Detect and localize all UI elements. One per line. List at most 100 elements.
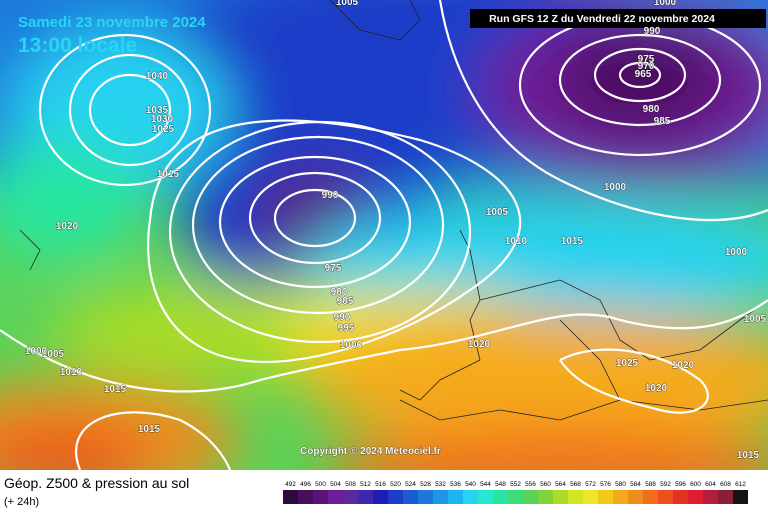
scale-label: 552 xyxy=(510,481,521,488)
scale-swatch xyxy=(418,490,433,504)
coastlines xyxy=(19,0,768,421)
scale-swatch xyxy=(733,490,748,504)
scale-label: 512 xyxy=(360,481,371,488)
copyright: Copyright © 2024 Meteociel.fr xyxy=(300,446,441,457)
scale-label: 516 xyxy=(375,481,386,488)
scale-swatch xyxy=(523,490,538,504)
isobar-label: 970 xyxy=(638,61,655,72)
isobar-label: 1035 xyxy=(146,105,169,116)
scale-label: 520 xyxy=(390,481,401,488)
scale-label: 532 xyxy=(435,481,446,488)
scale-label: 572 xyxy=(585,481,596,488)
scale-label: 528 xyxy=(420,481,431,488)
scale-label: 560 xyxy=(540,481,551,488)
isobar-label: 1005 xyxy=(42,349,65,360)
scale-swatch xyxy=(463,490,478,504)
isobar-label: 1000 xyxy=(725,247,748,258)
scale-swatch xyxy=(478,490,493,504)
isobar-label: 1020 xyxy=(672,360,695,371)
run-box xyxy=(470,9,766,28)
isobar-label: 1020 xyxy=(56,221,79,232)
scale-label: 612 xyxy=(735,481,746,488)
scale-label: 608 xyxy=(720,481,731,488)
scale-label: 556 xyxy=(525,481,536,488)
footer-title: Géop. Z500 & pression au sol xyxy=(4,475,189,491)
scale-swatch xyxy=(433,490,448,504)
isobar-label: 1025 xyxy=(152,124,175,135)
scale-swatch xyxy=(298,490,313,504)
scale-swatch xyxy=(313,490,328,504)
scale-label: 508 xyxy=(345,481,356,488)
isobar-label: 1015 xyxy=(157,169,180,180)
footer-lead: (+ 24h) xyxy=(4,496,39,508)
scale-swatch xyxy=(568,490,583,504)
isobar-label: 1015 xyxy=(737,450,760,461)
scale-swatch xyxy=(628,490,643,504)
scale-label: 588 xyxy=(645,481,656,488)
isobar-label: 975 xyxy=(638,54,655,65)
scale-label: 592 xyxy=(660,481,671,488)
scale-swatch xyxy=(358,490,373,504)
scale-label: 500 xyxy=(315,481,326,488)
isobar-label: 1000 xyxy=(25,346,48,357)
scale-swatch xyxy=(583,490,598,504)
isobar-label: 1025 xyxy=(616,358,639,369)
scale-swatch xyxy=(673,490,688,504)
isobar-label: 1020 xyxy=(468,339,491,350)
isobar-label: 1000 xyxy=(604,182,627,193)
scale-label: 580 xyxy=(615,481,626,488)
scale-swatch xyxy=(598,490,613,504)
isobar-label: 990 xyxy=(322,190,339,201)
scale-swatch xyxy=(388,490,403,504)
local-time: 13:00 locale xyxy=(18,34,137,57)
isobar-label: 985 xyxy=(654,116,671,127)
scale-label: 568 xyxy=(570,481,581,488)
scale-swatch xyxy=(688,490,703,504)
isobar-label: 1010 xyxy=(60,367,83,378)
scale-label: 596 xyxy=(675,481,686,488)
scale-label: 584 xyxy=(630,481,641,488)
scale-swatch xyxy=(658,490,673,504)
isobar-label: 1005 xyxy=(486,207,509,218)
scale-swatch xyxy=(613,490,628,504)
isobar-label: 1000 xyxy=(654,0,677,8)
isobar-label: 990 xyxy=(644,26,661,37)
scale-swatch xyxy=(343,490,358,504)
isobar-label: 1000 xyxy=(340,340,363,351)
isobar-label: 965 xyxy=(635,69,652,80)
isobar-label: 1030 xyxy=(151,114,174,125)
scale-label: 540 xyxy=(465,481,476,488)
scale-swatch xyxy=(403,490,418,504)
scale-label: 492 xyxy=(285,481,296,488)
isobars xyxy=(0,0,768,470)
isobar-label: 985 xyxy=(337,296,354,307)
scale-swatch xyxy=(328,490,343,504)
scale-swatch xyxy=(448,490,463,504)
scale-label: 564 xyxy=(555,481,566,488)
isobar-label: 995 xyxy=(338,323,355,334)
scale-swatch xyxy=(703,490,718,504)
isobar-label: 1040 xyxy=(146,71,169,82)
scale-label: 548 xyxy=(495,481,506,488)
scale-label: 496 xyxy=(300,481,311,488)
scale-label: 544 xyxy=(480,481,491,488)
scale-swatch xyxy=(373,490,388,504)
scale-swatch xyxy=(553,490,568,504)
scale-label: 524 xyxy=(405,481,416,488)
scale-swatch xyxy=(283,490,298,504)
isobar-label: 1015 xyxy=(104,384,127,395)
scale-swatch xyxy=(538,490,553,504)
date: Samedi 23 novembre 2024 xyxy=(18,14,206,31)
scale-label: 576 xyxy=(600,481,611,488)
scale-swatch xyxy=(643,490,658,504)
scale-label: 600 xyxy=(690,481,701,488)
run-info: Run GFS 12 Z du Vendredi 22 novembre 202… xyxy=(489,13,715,25)
isobar-label: 980 xyxy=(331,287,348,298)
scale-label: 604 xyxy=(705,481,716,488)
isobar-label: 990 xyxy=(334,312,351,323)
color-scale: 492 496 500 504 508 512 516 520 524 528 532 536 540 5… xyxy=(283,481,748,504)
isobar-label: 1020 xyxy=(645,383,668,394)
scale-swatch xyxy=(508,490,523,504)
